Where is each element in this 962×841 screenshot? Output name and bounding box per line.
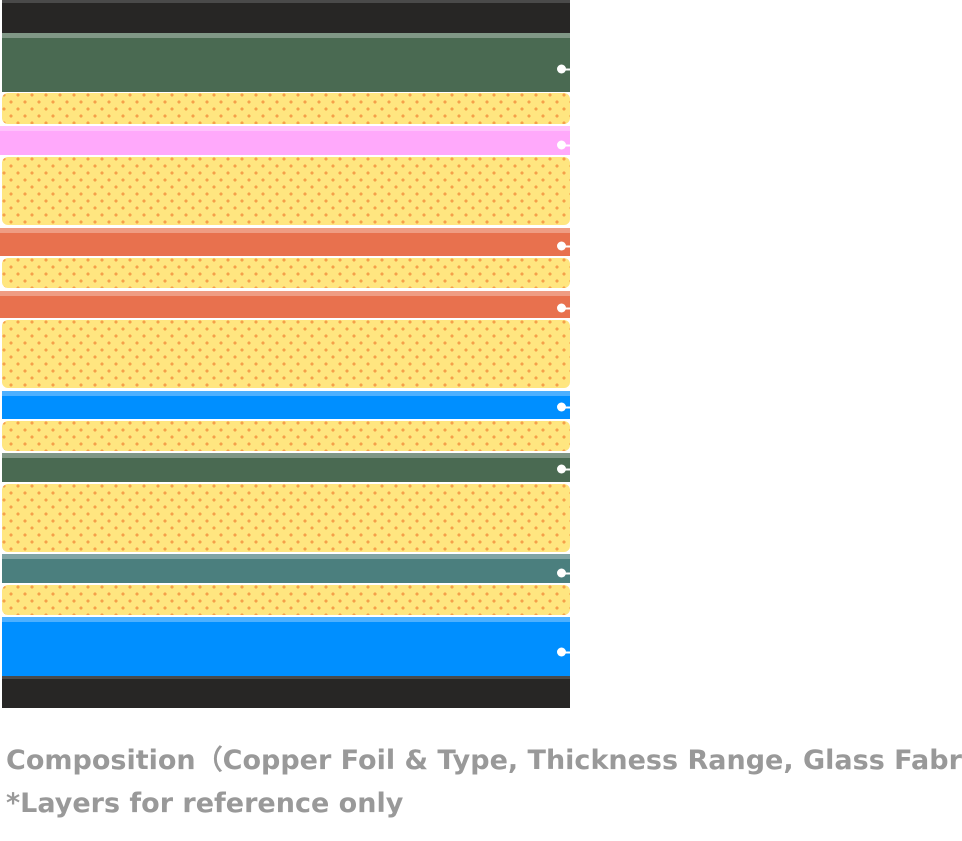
prepreg-layer <box>2 585 570 615</box>
layer-orange-2 <box>0 291 571 318</box>
connector-dot <box>557 402 571 412</box>
prepreg-layer <box>2 421 570 451</box>
connector-dot <box>557 241 571 251</box>
prepreg-layer <box>2 258 570 288</box>
layer-green-1 <box>2 33 571 92</box>
connector-dot <box>557 464 571 474</box>
caption-note: *Layers for reference only <box>6 788 404 819</box>
layer-teal <box>2 554 571 583</box>
connector-dot <box>557 140 571 150</box>
layer-pink <box>0 126 571 155</box>
prepreg-layer <box>2 484 570 552</box>
layer-orange-1 <box>0 228 571 256</box>
connector-dot <box>557 568 571 578</box>
connector-dot <box>557 64 571 74</box>
caption-composition: Composition（Copper Foil & Type, Thicknes… <box>6 745 962 776</box>
layer-green-2 <box>2 453 571 482</box>
layer-blue-1 <box>2 391 571 419</box>
bottom-plate-top <box>2 0 570 33</box>
layer-blue-2 <box>2 617 571 677</box>
bottom-plate <box>2 676 570 708</box>
prepreg-layer <box>2 157 570 225</box>
connector-dot <box>557 647 571 657</box>
prepreg-layer <box>2 93 570 124</box>
connector-dot <box>557 303 571 313</box>
prepreg-layer <box>2 320 570 388</box>
